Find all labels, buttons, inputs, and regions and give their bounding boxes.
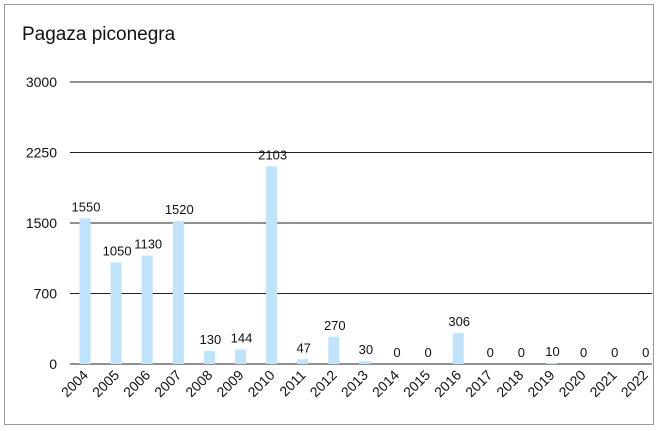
x-tick-label-2011: 2011 [276,367,309,400]
data-label-2013: 30 [359,342,373,357]
x-tick-label-2018: 2018 [493,367,526,400]
x-tick-label-2013: 2013 [338,367,371,400]
data-label-2011: 47 [296,340,310,355]
x-tick-label-2017: 2017 [462,367,495,400]
data-label-2005: 1050 [103,244,132,259]
x-tick-label-2021: 2021 [586,367,619,400]
chart-title: Pagaza piconegra [22,24,176,45]
bar-2008 [203,350,215,364]
bar-2012 [328,336,340,364]
data-label-2004: 1550 [72,199,101,214]
x-tick-label-2020: 2020 [555,367,588,400]
bar-2010 [266,166,278,364]
x-tick-label-2019: 2019 [524,367,557,400]
y-tick-label: 3000 [26,74,57,90]
bar-2013 [359,360,371,364]
x-tick-label-2010: 2010 [244,367,277,400]
bar-2009 [235,349,246,364]
x-tick-label-2005: 2005 [89,367,122,400]
x-tick-label-2006: 2006 [120,367,153,400]
data-label-2022: 0 [642,345,649,360]
data-label-2015: 0 [424,345,431,360]
y-tick-label: 0 [49,356,57,372]
bar-2007 [172,221,184,364]
data-label-2018: 0 [518,345,525,360]
y-tick-label: 700 [34,286,58,302]
x-tick-label-2022: 2022 [618,367,651,400]
data-label-2020: 0 [580,345,587,360]
data-label-2008: 130 [200,332,222,347]
x-tick-label-2008: 2008 [182,367,215,400]
x-tick-label-2016: 2016 [431,367,464,400]
x-tick-label-2015: 2015 [400,367,433,400]
bar-2019 [546,362,557,364]
data-label-2021: 0 [611,345,618,360]
bar-2016 [452,333,464,364]
data-label-2019: 10 [545,344,559,359]
x-tick-label-2009: 2009 [213,367,246,400]
x-tick-label-2012: 2012 [307,367,340,400]
data-label-2014: 0 [393,345,400,360]
bar-2006 [141,255,153,364]
bar-2004 [79,218,91,364]
data-label-2012: 270 [324,318,346,333]
bar-2005 [110,262,122,364]
data-label-2007: 1520 [165,202,194,217]
bar-2011 [297,359,309,364]
y-tick-label: 1500 [26,215,57,231]
data-label-2017: 0 [487,345,494,360]
data-label-2010: 2103 [258,147,287,162]
x-tick-label-2014: 2014 [369,367,402,400]
data-label-2009: 144 [231,330,253,345]
x-tick-label-2004: 2004 [58,367,91,400]
data-label-2006: 1130 [134,237,162,252]
x-tick-label-2007: 2007 [151,367,184,400]
data-label-2016: 306 [448,314,470,329]
y-tick-label: 2250 [26,145,57,161]
